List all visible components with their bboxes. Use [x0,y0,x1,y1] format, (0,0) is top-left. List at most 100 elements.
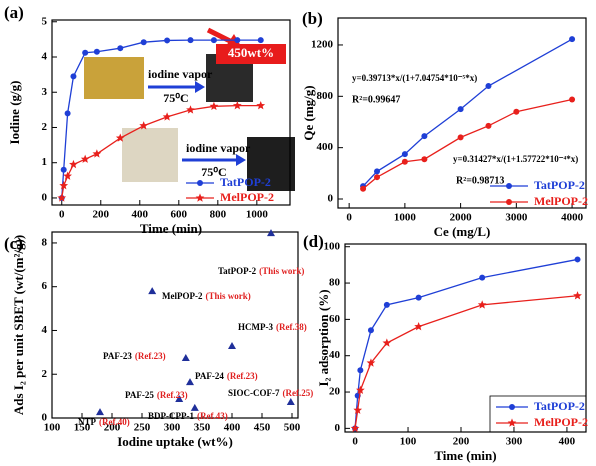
x-tick-label: 450 [254,422,271,434]
y-tick-label: 1200 [311,38,334,50]
panel-label: (d) [303,232,324,251]
marker [196,193,205,201]
y-tick-label: 6 [42,280,48,292]
marker [69,160,78,168]
point-ref: (Ref.23) [157,390,188,400]
y-tick-label: 100 [324,240,341,252]
marker [211,37,217,43]
page: {"chart_data": [ {"type": "line", "panel… [0,0,596,466]
x-tick-label: 400 [132,209,149,221]
marker [186,105,195,113]
marker [575,256,581,262]
marker [478,300,487,308]
annotation: 450wt% [228,45,274,60]
y-tick-label: 8 [42,236,48,248]
y-axis-title: Qe (mg/g) [301,85,316,140]
point-ref: (Ref.25) [283,388,314,398]
x-axis-title: Iodine uptake (wt%) [117,434,233,449]
y-axis-title: Ads I₂ per unit SBET (wt/(m²/g)) [11,235,26,415]
annotation: y=0.39713*x/(1+7.04754*10⁻⁵*x) [352,73,477,83]
marker [573,291,582,299]
point-name: PAF-23 [103,351,132,361]
marker [368,327,374,333]
marker [186,378,194,385]
marker [414,322,423,330]
x-tick-label: 100 [400,436,417,448]
point-ref: (This work) [205,291,250,301]
x-tick-label: 600 [171,209,188,221]
point-label: HCMP-3(Ref.38) [238,322,307,332]
y-tick-label: 400 [317,141,334,153]
point-label: NTP(Ref.40) [78,417,130,427]
point-name: MelPOP-2 [162,291,203,301]
y-tick-label: 3 [42,86,48,98]
annotation: y=0.31427*x/(1+1.57722*10⁻⁴*x) [453,154,578,164]
marker [210,102,219,110]
marker [164,37,170,43]
point-name: SIOC-COF-7 [228,388,280,398]
y-tick-label: 1 [42,156,48,168]
marker [182,354,190,361]
marker [234,37,240,43]
y-tick-label: 2 [42,121,48,133]
x-tick-label: 200 [453,436,470,448]
annotation: iodine vapor [186,141,251,155]
marker [485,83,491,89]
marker [416,295,422,301]
figure: 02004006008001000012345Time (min)Iodine … [0,0,596,466]
point-name: NTP [78,417,97,427]
x-axis-title: Time (min) [140,221,202,236]
marker [233,101,242,109]
arrow-head [195,81,205,93]
x-tick-label: 800 [210,209,227,221]
legend-label: TatPOP-2 [534,178,585,192]
y-tick-label: 80 [329,277,341,289]
marker [81,155,90,163]
marker [94,49,100,55]
marker [479,275,485,281]
legend-label: MelPOP-2 [220,190,274,204]
point-name: PAF-24 [195,371,224,381]
marker [374,168,380,174]
y-tick-label: 0 [42,412,48,424]
annotation: R²=0.99647 [352,94,400,105]
point-name: PAF-25 [125,390,154,400]
marker [569,36,575,42]
marker [384,302,390,308]
legend-label: MelPOP-2 [534,415,588,429]
marker [506,199,512,205]
annotation: iodine vapor [148,67,213,81]
marker [382,338,391,346]
marker [188,37,194,43]
marker [357,367,363,373]
marker [70,73,76,79]
x-tick-label: 1000 [246,209,269,221]
y-axis-title: I₂ adsorption (%) [316,289,331,386]
point-label: TatPOP-2(This work) [218,266,304,276]
point-name: TatPOP-2 [218,266,257,276]
marker [287,398,295,405]
marker [61,167,67,173]
x-tick-label: 200 [93,209,110,221]
point-label: PAF-25(Ref.23) [125,390,188,400]
x-tick-label: 4000 [561,212,584,224]
annotation: 75⁰C [201,165,226,179]
marker [402,151,408,157]
point-label: MelPOP-2(This work) [162,291,251,301]
x-tick-label: 250 [134,422,151,434]
marker [569,97,575,103]
marker [402,159,408,165]
x-tick-label: 400 [559,436,576,448]
marker [374,174,380,180]
marker [508,418,517,426]
y-tick-label: 0 [42,191,48,203]
x-tick-label: 1000 [394,212,417,224]
marker [228,342,236,349]
marker [421,156,427,162]
point-ref: (Ref.23) [227,371,258,381]
point-ref: (Ref.23) [135,351,166,361]
point-name: HCMP-3 [238,322,273,332]
point-ref: (Ref.40) [99,417,130,427]
marker [117,45,123,51]
x-tick-label: 0 [346,212,352,224]
